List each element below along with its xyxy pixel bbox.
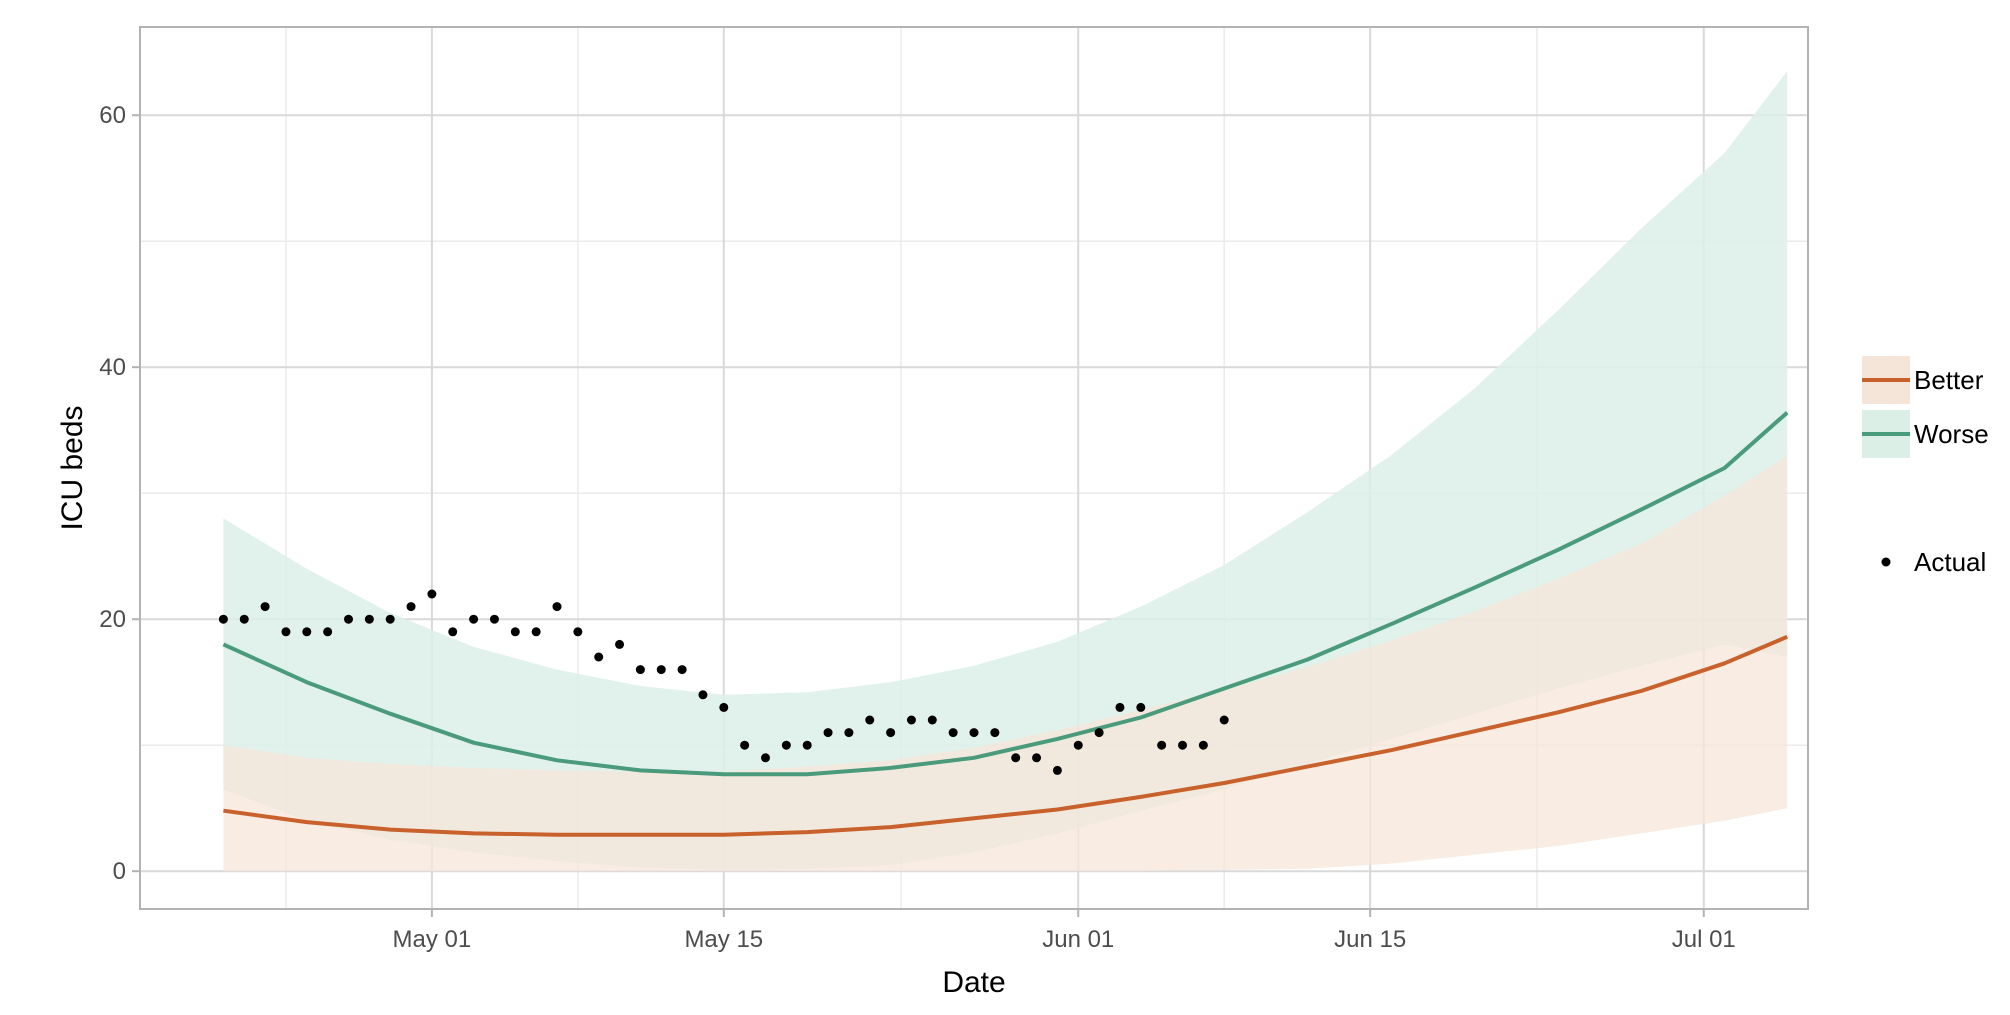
actual-point <box>906 715 916 725</box>
legend-item-worse: Worse <box>1862 410 1989 458</box>
y-tick-label: 20 <box>99 606 126 633</box>
actual-point <box>260 602 270 612</box>
actual-point <box>635 665 645 675</box>
y-tick-label: 60 <box>99 102 126 129</box>
line-better <box>223 634 1788 837</box>
x-tick-label: Jun 15 <box>1334 926 1406 953</box>
band-better <box>223 455 1788 872</box>
actual-point <box>552 602 562 612</box>
actual-point <box>1219 715 1229 725</box>
actual-point <box>990 728 1000 738</box>
actual-point <box>469 614 479 624</box>
y-axis-title: ICU beds <box>56 405 89 530</box>
legend-key-point <box>1881 557 1891 567</box>
actual-point <box>594 652 604 662</box>
line-worse <box>222 411 1789 777</box>
actual-point <box>927 715 937 725</box>
actual-point <box>1052 765 1062 775</box>
y-axis-ticks: 0 20 40 60 <box>99 102 140 885</box>
actual-point <box>1073 740 1083 750</box>
actual-point <box>886 728 896 738</box>
actual-point <box>1032 753 1042 763</box>
actual-point <box>615 639 625 649</box>
actual-point <box>823 728 833 738</box>
actual-point <box>761 753 770 763</box>
actual-point <box>510 627 520 637</box>
legend-label: Better <box>1914 365 1984 395</box>
actual-point <box>698 690 708 700</box>
actual-point <box>489 614 499 624</box>
x-tick-label: Jul 01 <box>1672 926 1736 953</box>
y-tick-label: 40 <box>99 354 126 381</box>
actual-point <box>1157 740 1167 750</box>
legend-item-better: Better <box>1862 356 1984 404</box>
actual-point <box>719 702 729 712</box>
x-tick-label: May 15 <box>684 926 763 953</box>
legend-label: Actual <box>1914 547 1986 577</box>
actual-point <box>740 740 750 750</box>
actual-point <box>239 614 249 624</box>
actual-point <box>323 627 333 637</box>
ribbon-bands <box>223 71 1788 872</box>
actual-point <box>1178 740 1187 750</box>
actual-point <box>1136 702 1146 712</box>
actual-point <box>844 728 854 738</box>
actual-point <box>281 627 291 637</box>
legend-item-actual: Actual <box>1881 547 1986 577</box>
actual-point <box>573 627 583 637</box>
actual-point <box>781 740 791 750</box>
actual-point <box>1115 702 1125 712</box>
x-axis-title: Date <box>942 966 1005 999</box>
actual-point <box>656 665 666 675</box>
x-tick-label: May 01 <box>393 926 472 953</box>
actual-point <box>427 589 437 599</box>
y-tick-label: 0 <box>113 858 126 885</box>
legend: Better Worse Actual <box>1862 356 1989 577</box>
legend-label: Worse <box>1914 419 1989 449</box>
actual-point <box>1011 753 1021 763</box>
actual-point <box>1198 740 1208 750</box>
actual-point <box>344 614 353 624</box>
actual-point <box>969 728 979 738</box>
x-axis-ticks: May 01 May 15 Jun 01 Jun 15 Jul 01 <box>393 909 1736 953</box>
actual-points <box>218 589 1229 775</box>
actual-point <box>1094 728 1104 738</box>
actual-point <box>948 728 958 738</box>
actual-point <box>218 614 228 624</box>
actual-point <box>448 627 458 637</box>
trend-lines <box>222 411 1789 837</box>
actual-point <box>406 602 416 612</box>
actual-point <box>364 614 374 624</box>
x-tick-label: Jun 01 <box>1042 926 1114 953</box>
actual-point <box>531 627 541 637</box>
panel-border <box>139 26 1809 910</box>
actual-point <box>677 665 687 675</box>
actual-point <box>385 614 395 624</box>
actual-point <box>302 627 312 637</box>
actual-point <box>802 740 812 750</box>
actual-point <box>865 715 875 725</box>
